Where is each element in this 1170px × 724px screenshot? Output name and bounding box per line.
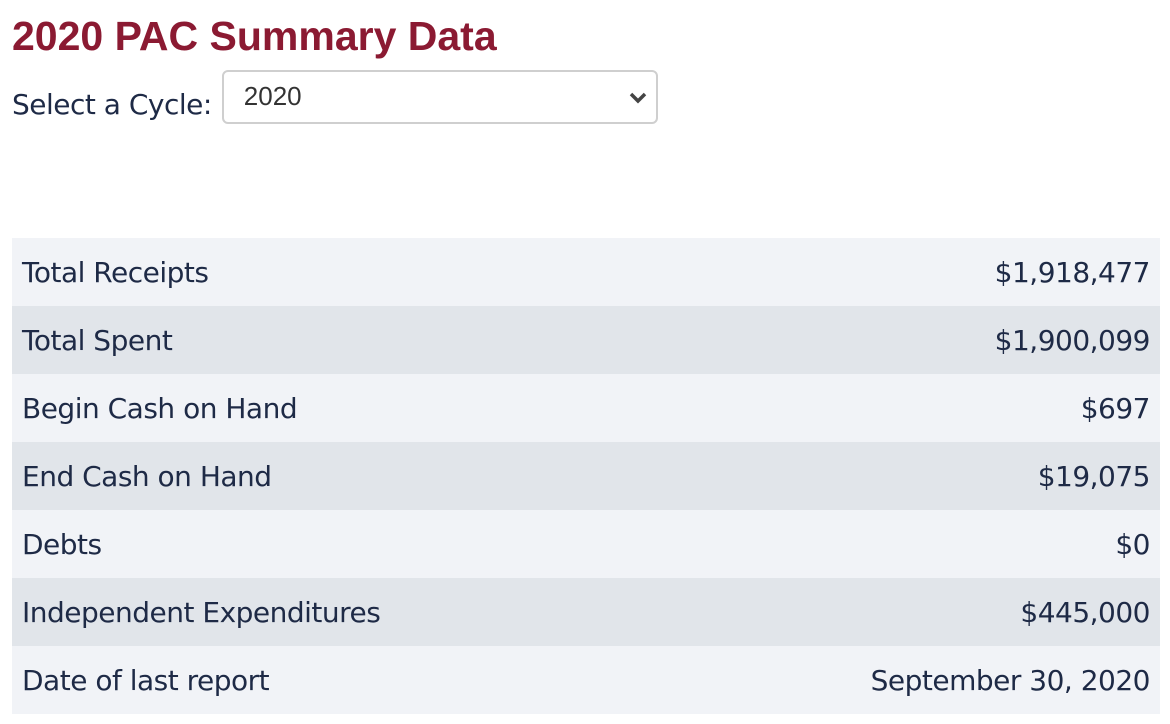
row-value: $19,075	[1037, 459, 1151, 493]
table-row: Total Receipts $1,918,477	[12, 238, 1160, 306]
row-value: September 30, 2020	[870, 663, 1151, 697]
table-row: Total Spent $1,900,099	[12, 306, 1160, 374]
table-row: End Cash on Hand $19,075	[12, 442, 1160, 510]
cycle-selected-value: 2020	[243, 81, 302, 111]
row-value: $0	[1115, 527, 1150, 561]
summary-table: Total Receipts $1,918,477 Total Spent $1,90…	[12, 238, 1160, 714]
table-row: Independent Expenditures $445,000	[12, 578, 1160, 646]
row-value: $697	[1080, 391, 1151, 425]
row-value: $1,918,477	[994, 255, 1151, 289]
row-label: Total Receipts	[22, 255, 209, 289]
cycle-selector: Select a Cycle: 2020	[12, 70, 658, 124]
cycle-select[interactable]: 2020	[221, 70, 658, 124]
cycle-label: Select a Cycle:	[12, 87, 212, 121]
row-label: Total Spent	[22, 323, 173, 357]
row-value: $1,900,099	[994, 323, 1151, 357]
row-label: End Cash on Hand	[22, 459, 272, 493]
row-label: Date of last report	[22, 663, 270, 697]
row-label: Debts	[22, 527, 102, 561]
row-value: $445,000	[1020, 595, 1150, 629]
table-row: Begin Cash on Hand $697	[12, 374, 1160, 442]
page-title: 2020 PAC Summary Data	[12, 13, 497, 59]
row-label: Begin Cash on Hand	[22, 391, 298, 425]
table-row: Date of last report September 30, 2020	[12, 646, 1160, 714]
table-row: Debts $0	[12, 510, 1160, 578]
chevron-down-icon	[629, 92, 647, 104]
row-label: Independent Expenditures	[22, 595, 381, 629]
